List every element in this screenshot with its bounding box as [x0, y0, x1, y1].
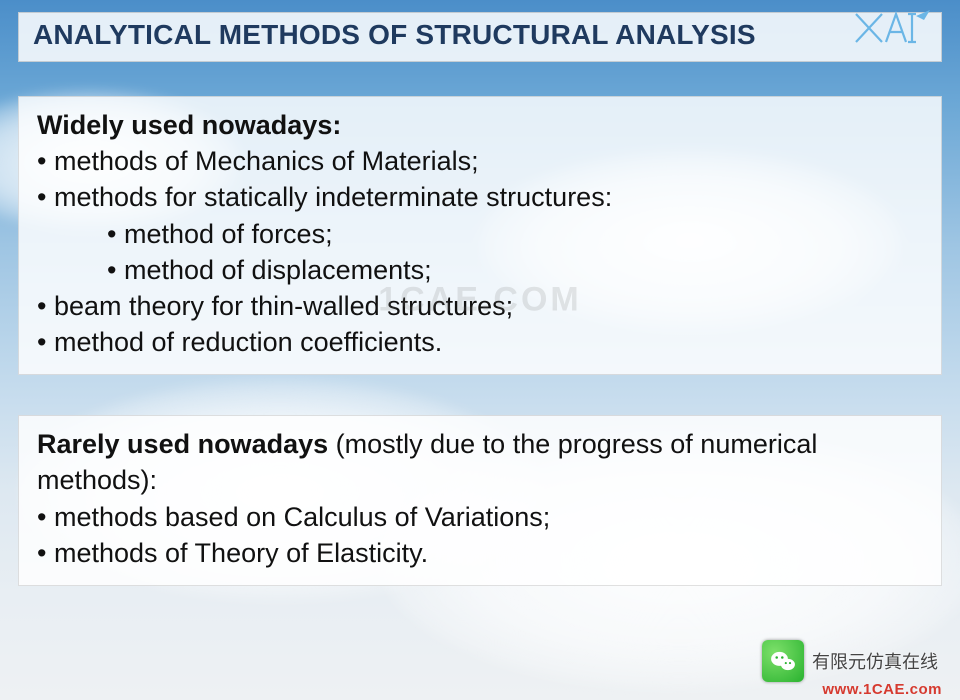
list-item: • method of reduction coefficients. [37, 324, 923, 360]
wechat-icon [762, 640, 804, 682]
content-box-rarely-used: Rarely used nowadays (mostly due to the … [18, 415, 942, 586]
list-item: • methods based on Calculus of Variation… [37, 499, 923, 535]
wechat-badge: 有限元仿真在线 [762, 640, 938, 682]
list-item: • methods of Theory of Elasticity. [37, 535, 923, 571]
box2-heading: Rarely used nowadays [37, 429, 328, 459]
list-item: • methods of Mechanics of Materials; [37, 143, 923, 179]
slide-title: ANALYTICAL METHODS OF STRUCTURAL ANALYSI… [33, 19, 927, 51]
list-item: • beam theory for thin-walled structures… [37, 288, 923, 324]
watermark-url: www.1CAE.com [822, 681, 942, 698]
title-bar: ANALYTICAL METHODS OF STRUCTURAL ANALYSI… [18, 12, 942, 62]
slide-container: ANALYTICAL METHODS OF STRUCTURAL ANALYSI… [0, 0, 960, 700]
list-item: • method of displacements; [37, 252, 923, 288]
box1-heading: Widely used nowadays: [37, 110, 341, 140]
list-item: • method of forces; [37, 216, 923, 252]
wechat-label: 有限元仿真在线 [812, 648, 938, 674]
list-item: • methods for statically indeterminate s… [37, 179, 923, 215]
xai-logo [852, 6, 932, 50]
content-box-widely-used: Widely used nowadays: • methods of Mecha… [18, 96, 942, 375]
